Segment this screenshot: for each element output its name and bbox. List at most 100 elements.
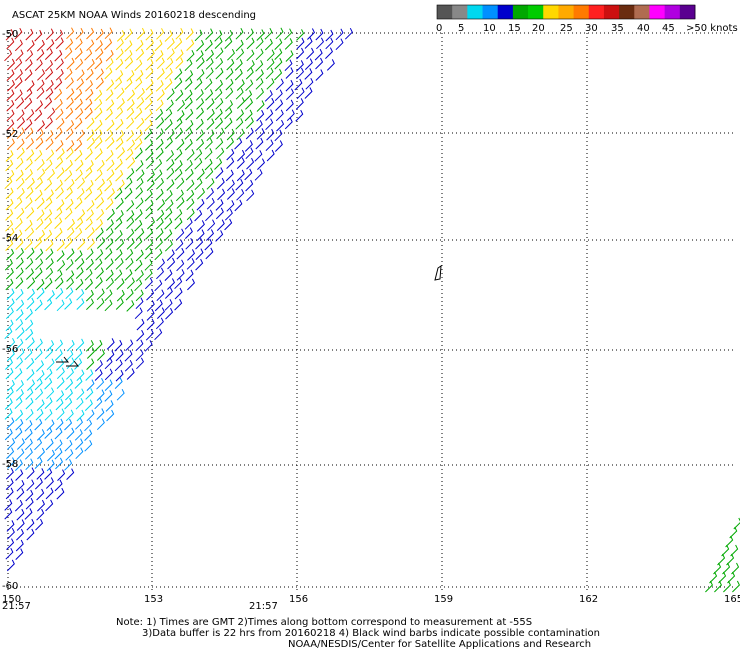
lon-label: 165 bbox=[724, 594, 740, 605]
wind-barb bbox=[26, 40, 35, 52]
wind-barb bbox=[206, 108, 215, 121]
wind-barb bbox=[165, 199, 174, 212]
wind-barb bbox=[184, 78, 193, 90]
wind-barb bbox=[35, 137, 44, 150]
wind-barb bbox=[56, 299, 65, 312]
wind-barb bbox=[145, 228, 154, 240]
wind-barb bbox=[4, 49, 13, 62]
wind-barb bbox=[174, 118, 183, 130]
wind-barb bbox=[104, 289, 113, 302]
wind-barb bbox=[76, 78, 85, 90]
wind-barb bbox=[15, 418, 24, 431]
legend-label: 5 bbox=[458, 23, 464, 34]
wind-barb bbox=[106, 409, 115, 422]
wind-barb bbox=[75, 159, 84, 172]
wind-barb bbox=[77, 177, 86, 190]
wind-barb bbox=[94, 397, 103, 410]
wind-barb bbox=[24, 219, 33, 232]
wind-barb bbox=[15, 357, 24, 370]
wind-barb bbox=[106, 208, 115, 221]
wind-barb bbox=[156, 307, 165, 319]
wind-barb bbox=[5, 319, 14, 332]
time-label: 21:57 bbox=[249, 601, 278, 612]
wind-barb bbox=[156, 289, 165, 302]
wind-barb bbox=[116, 238, 125, 251]
wind-barb bbox=[24, 238, 33, 251]
wind-barb bbox=[255, 37, 264, 50]
wind-barb bbox=[174, 149, 183, 161]
wind-barb bbox=[15, 267, 24, 280]
wind-barb bbox=[24, 448, 33, 460]
wind-barb bbox=[54, 349, 63, 361]
wind-barb bbox=[16, 247, 25, 260]
wind-barb bbox=[86, 129, 95, 141]
wind-barb bbox=[134, 78, 143, 90]
wind-barb bbox=[145, 67, 154, 80]
wind-barb bbox=[14, 58, 23, 71]
wind-barb bbox=[145, 28, 154, 41]
wind-barb bbox=[85, 369, 94, 381]
wind-barb bbox=[84, 49, 93, 61]
legend-label: 0 bbox=[436, 23, 442, 34]
wind-barb bbox=[196, 129, 205, 141]
wind-barb bbox=[84, 107, 93, 120]
wind-barb bbox=[164, 190, 173, 202]
wind-barb bbox=[14, 27, 23, 40]
wind-barb bbox=[45, 138, 54, 151]
wind-barb bbox=[156, 57, 165, 70]
wind-barb bbox=[104, 179, 113, 192]
wind-barb bbox=[154, 328, 163, 341]
wind-barb bbox=[87, 137, 96, 150]
wind-barb bbox=[174, 209, 183, 221]
wind-barb bbox=[27, 288, 36, 301]
legend-swatch bbox=[603, 5, 620, 19]
wind-barb bbox=[75, 27, 84, 40]
wind-barb bbox=[236, 79, 245, 91]
wind-barb bbox=[76, 188, 85, 200]
wind-barb bbox=[134, 259, 143, 272]
wind-barb bbox=[194, 157, 203, 170]
wind-barb bbox=[255, 69, 264, 81]
wind-barb bbox=[144, 98, 153, 110]
wind-barb bbox=[75, 278, 84, 291]
wind-barb bbox=[156, 209, 165, 222]
wind-barb bbox=[47, 107, 56, 120]
wind-barb bbox=[205, 89, 214, 101]
wind-barb bbox=[325, 47, 334, 59]
wind-barb bbox=[184, 59, 193, 72]
wind-barb bbox=[4, 398, 13, 410]
wind-barb bbox=[274, 140, 283, 152]
wind-barb bbox=[36, 369, 45, 382]
wind-barb bbox=[74, 377, 83, 389]
wind-barb bbox=[74, 149, 83, 162]
wind-barb bbox=[116, 130, 125, 142]
wind-barb bbox=[144, 109, 153, 121]
wind-barb bbox=[36, 287, 45, 300]
wind-barb bbox=[136, 357, 145, 370]
wind-barb bbox=[104, 357, 113, 370]
wind-barb bbox=[45, 438, 54, 451]
wind-barb bbox=[7, 457, 16, 469]
lat-label: -58 bbox=[2, 459, 18, 470]
wind-barb bbox=[114, 158, 123, 171]
wind-barb bbox=[86, 117, 95, 130]
wind-barb bbox=[154, 39, 163, 52]
wind-barb bbox=[77, 209, 86, 221]
wind-barb bbox=[54, 427, 63, 440]
wind-barb bbox=[64, 397, 73, 410]
wind-barb bbox=[36, 49, 45, 61]
wind-barb bbox=[135, 187, 144, 200]
wind-barb bbox=[144, 277, 153, 290]
wind-barb bbox=[186, 208, 195, 221]
wind-barb bbox=[35, 129, 44, 141]
wind-barb bbox=[186, 39, 195, 51]
wind-barb bbox=[25, 50, 34, 62]
wind-barb bbox=[137, 27, 146, 40]
wind-barb bbox=[266, 128, 275, 141]
wind-barb bbox=[196, 69, 205, 81]
wind-barb bbox=[46, 340, 55, 352]
wind-barb bbox=[224, 218, 233, 231]
wind-barb bbox=[115, 210, 124, 222]
wind-barb bbox=[127, 157, 136, 169]
wind-barb bbox=[275, 78, 284, 91]
